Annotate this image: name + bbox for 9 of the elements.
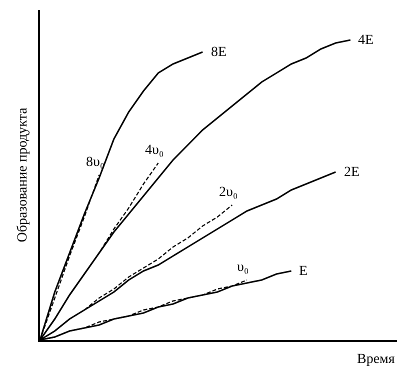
series-label: 8E <box>211 45 227 60</box>
series-label: 4υ₀ <box>145 143 164 158</box>
series-label: υ₀ <box>237 260 249 275</box>
series-label: 4E <box>358 33 374 48</box>
series-label: E <box>299 264 308 279</box>
y-axis-title: Образование продукта <box>15 106 30 242</box>
series-label: 2υ₀ <box>219 185 238 200</box>
series-label: 2E <box>344 165 360 180</box>
x-axis-title: Время <box>357 352 396 367</box>
